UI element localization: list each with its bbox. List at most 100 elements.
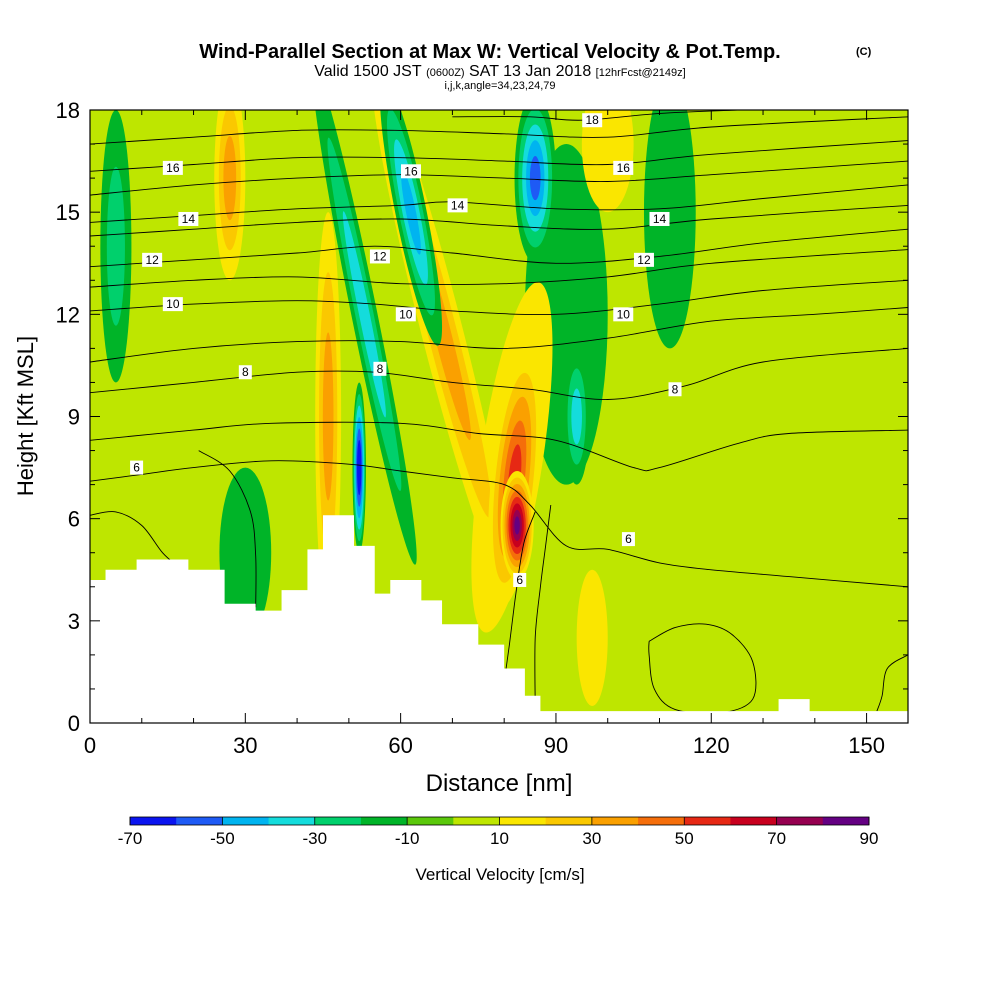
velocity-band xyxy=(223,136,237,221)
x-tick-label: 0 xyxy=(84,733,96,758)
contour-label-bg xyxy=(513,572,527,587)
y-tick-label: 0 xyxy=(68,711,80,736)
colorbar-tick-label: -70 xyxy=(118,829,143,848)
velocity-band xyxy=(219,467,272,638)
subtitle-date: SAT 13 Jan 2018 xyxy=(469,63,591,80)
contour-label: 12 xyxy=(373,249,387,263)
contour-label: 6 xyxy=(516,573,523,587)
contour-label-bg xyxy=(130,460,144,475)
velocity-band xyxy=(576,569,608,706)
theta-contour xyxy=(90,160,908,196)
colorbar-tick-label: 70 xyxy=(767,829,786,848)
contour-label-bg xyxy=(162,297,183,312)
contour-label-bg xyxy=(447,198,468,213)
theta-contour xyxy=(90,249,908,288)
contour-label-bg xyxy=(142,252,163,267)
colorbar-swatch xyxy=(545,817,593,825)
contour-label: 8 xyxy=(672,382,679,396)
y-axis-title: Height [Kft MSL] xyxy=(13,336,38,496)
theta-contour xyxy=(90,279,908,316)
terrain xyxy=(90,515,908,723)
contour-label-bg xyxy=(395,307,416,322)
contour-label-bg xyxy=(633,252,654,267)
velocity-band xyxy=(357,451,361,484)
contour-label: 16 xyxy=(617,161,631,175)
theta-contour xyxy=(534,504,552,707)
colorbar-swatch xyxy=(638,817,685,825)
contour-label: 14 xyxy=(653,212,667,226)
y-tick-label: 3 xyxy=(68,609,80,634)
colorbar-swatch xyxy=(822,817,870,825)
contour-label: 16 xyxy=(404,164,418,178)
x-tick-label: 60 xyxy=(388,733,412,758)
contour-label: 10 xyxy=(617,307,631,321)
y-tick-label: 18 xyxy=(56,98,80,123)
x-tick-label: 90 xyxy=(544,733,568,758)
contour-label-bg xyxy=(162,160,183,175)
x-axis-title: Distance [nm] xyxy=(426,770,573,797)
colorbar-tick-label: 30 xyxy=(582,829,601,848)
contour-label-bg xyxy=(238,365,252,380)
x-tick-label: 30 xyxy=(233,733,257,758)
velocity-band xyxy=(322,332,334,501)
colorbar: -70 -50 -30 -10 10 30 50 70 90 xyxy=(118,816,879,848)
contour-label-bg xyxy=(649,211,670,226)
theta-contour xyxy=(648,623,757,714)
colorbar-tick-label: 90 xyxy=(860,829,879,848)
contour-label: 14 xyxy=(451,198,465,212)
chart-subtitle-indices: i,j,k,angle=34,23,24,79 xyxy=(444,80,555,92)
vertical-velocity-field xyxy=(90,110,908,723)
velocity-band xyxy=(643,110,696,349)
colorbar-swatch xyxy=(684,817,731,825)
theta-contour xyxy=(90,140,908,172)
colorbar-swatch xyxy=(176,817,223,825)
y-tick-label: 15 xyxy=(56,200,80,225)
y-tick-label: 12 xyxy=(56,302,80,327)
subtitle-utc-time: (0600Z) xyxy=(426,67,465,79)
contour-label: 8 xyxy=(377,362,384,376)
contour-label: 14 xyxy=(182,212,196,226)
contour-label-bg xyxy=(400,164,421,179)
colorbar-swatch xyxy=(499,817,547,825)
theta-contour xyxy=(90,347,908,400)
contour-label: 16 xyxy=(166,161,180,175)
contour-label-bg xyxy=(582,113,603,128)
copyright-mark: (C) xyxy=(856,46,872,58)
contour-label: 10 xyxy=(399,307,413,321)
velocity-band xyxy=(106,166,125,326)
colorbar-swatch xyxy=(360,817,408,825)
velocity-band xyxy=(529,156,541,201)
chart-subtitle: Valid 1500 JST (0600Z) SAT 13 Jan 2018 [… xyxy=(314,63,685,80)
colorbar-swatch xyxy=(730,817,778,825)
colorbar-tick-label: -30 xyxy=(302,829,327,848)
colorbar-swatch xyxy=(222,817,270,825)
contour-label: 6 xyxy=(133,461,140,475)
subtitle-forecast: [12hrFcst@2149z] xyxy=(596,67,686,79)
velocity-band xyxy=(581,110,634,213)
contour-label: 6 xyxy=(625,532,632,546)
theta-contour xyxy=(452,110,738,121)
contour-label: 12 xyxy=(637,253,651,267)
contour-label: 10 xyxy=(166,297,180,311)
contour-label-bg xyxy=(369,249,390,264)
contour-labels: 6 6 8 8 8 10 10 10 12 12 12 14 14 14 16 16 16 18 6 xyxy=(130,113,682,587)
contour-label-bg xyxy=(613,307,634,322)
colorbar-swatch xyxy=(453,817,500,825)
theta-contour xyxy=(90,307,908,363)
colorbar-tick-label: 10 xyxy=(490,829,509,848)
chart-title: Wind-Parallel Section at Max W: Vertical… xyxy=(199,41,780,63)
y-tick-label: 9 xyxy=(68,405,80,430)
theta-contour xyxy=(90,116,908,145)
contour-label: 12 xyxy=(145,253,159,267)
contour-label-bg xyxy=(178,211,199,226)
theta-contour xyxy=(90,460,908,588)
theta-contour xyxy=(90,421,908,472)
colorbar-swatch xyxy=(130,817,177,825)
theta-contour xyxy=(198,450,257,608)
theta-contour xyxy=(90,511,179,567)
contour-label: 18 xyxy=(586,113,600,127)
theta-contour xyxy=(90,204,908,237)
colorbar-swatch xyxy=(776,817,824,825)
terrain-mask xyxy=(90,515,908,723)
